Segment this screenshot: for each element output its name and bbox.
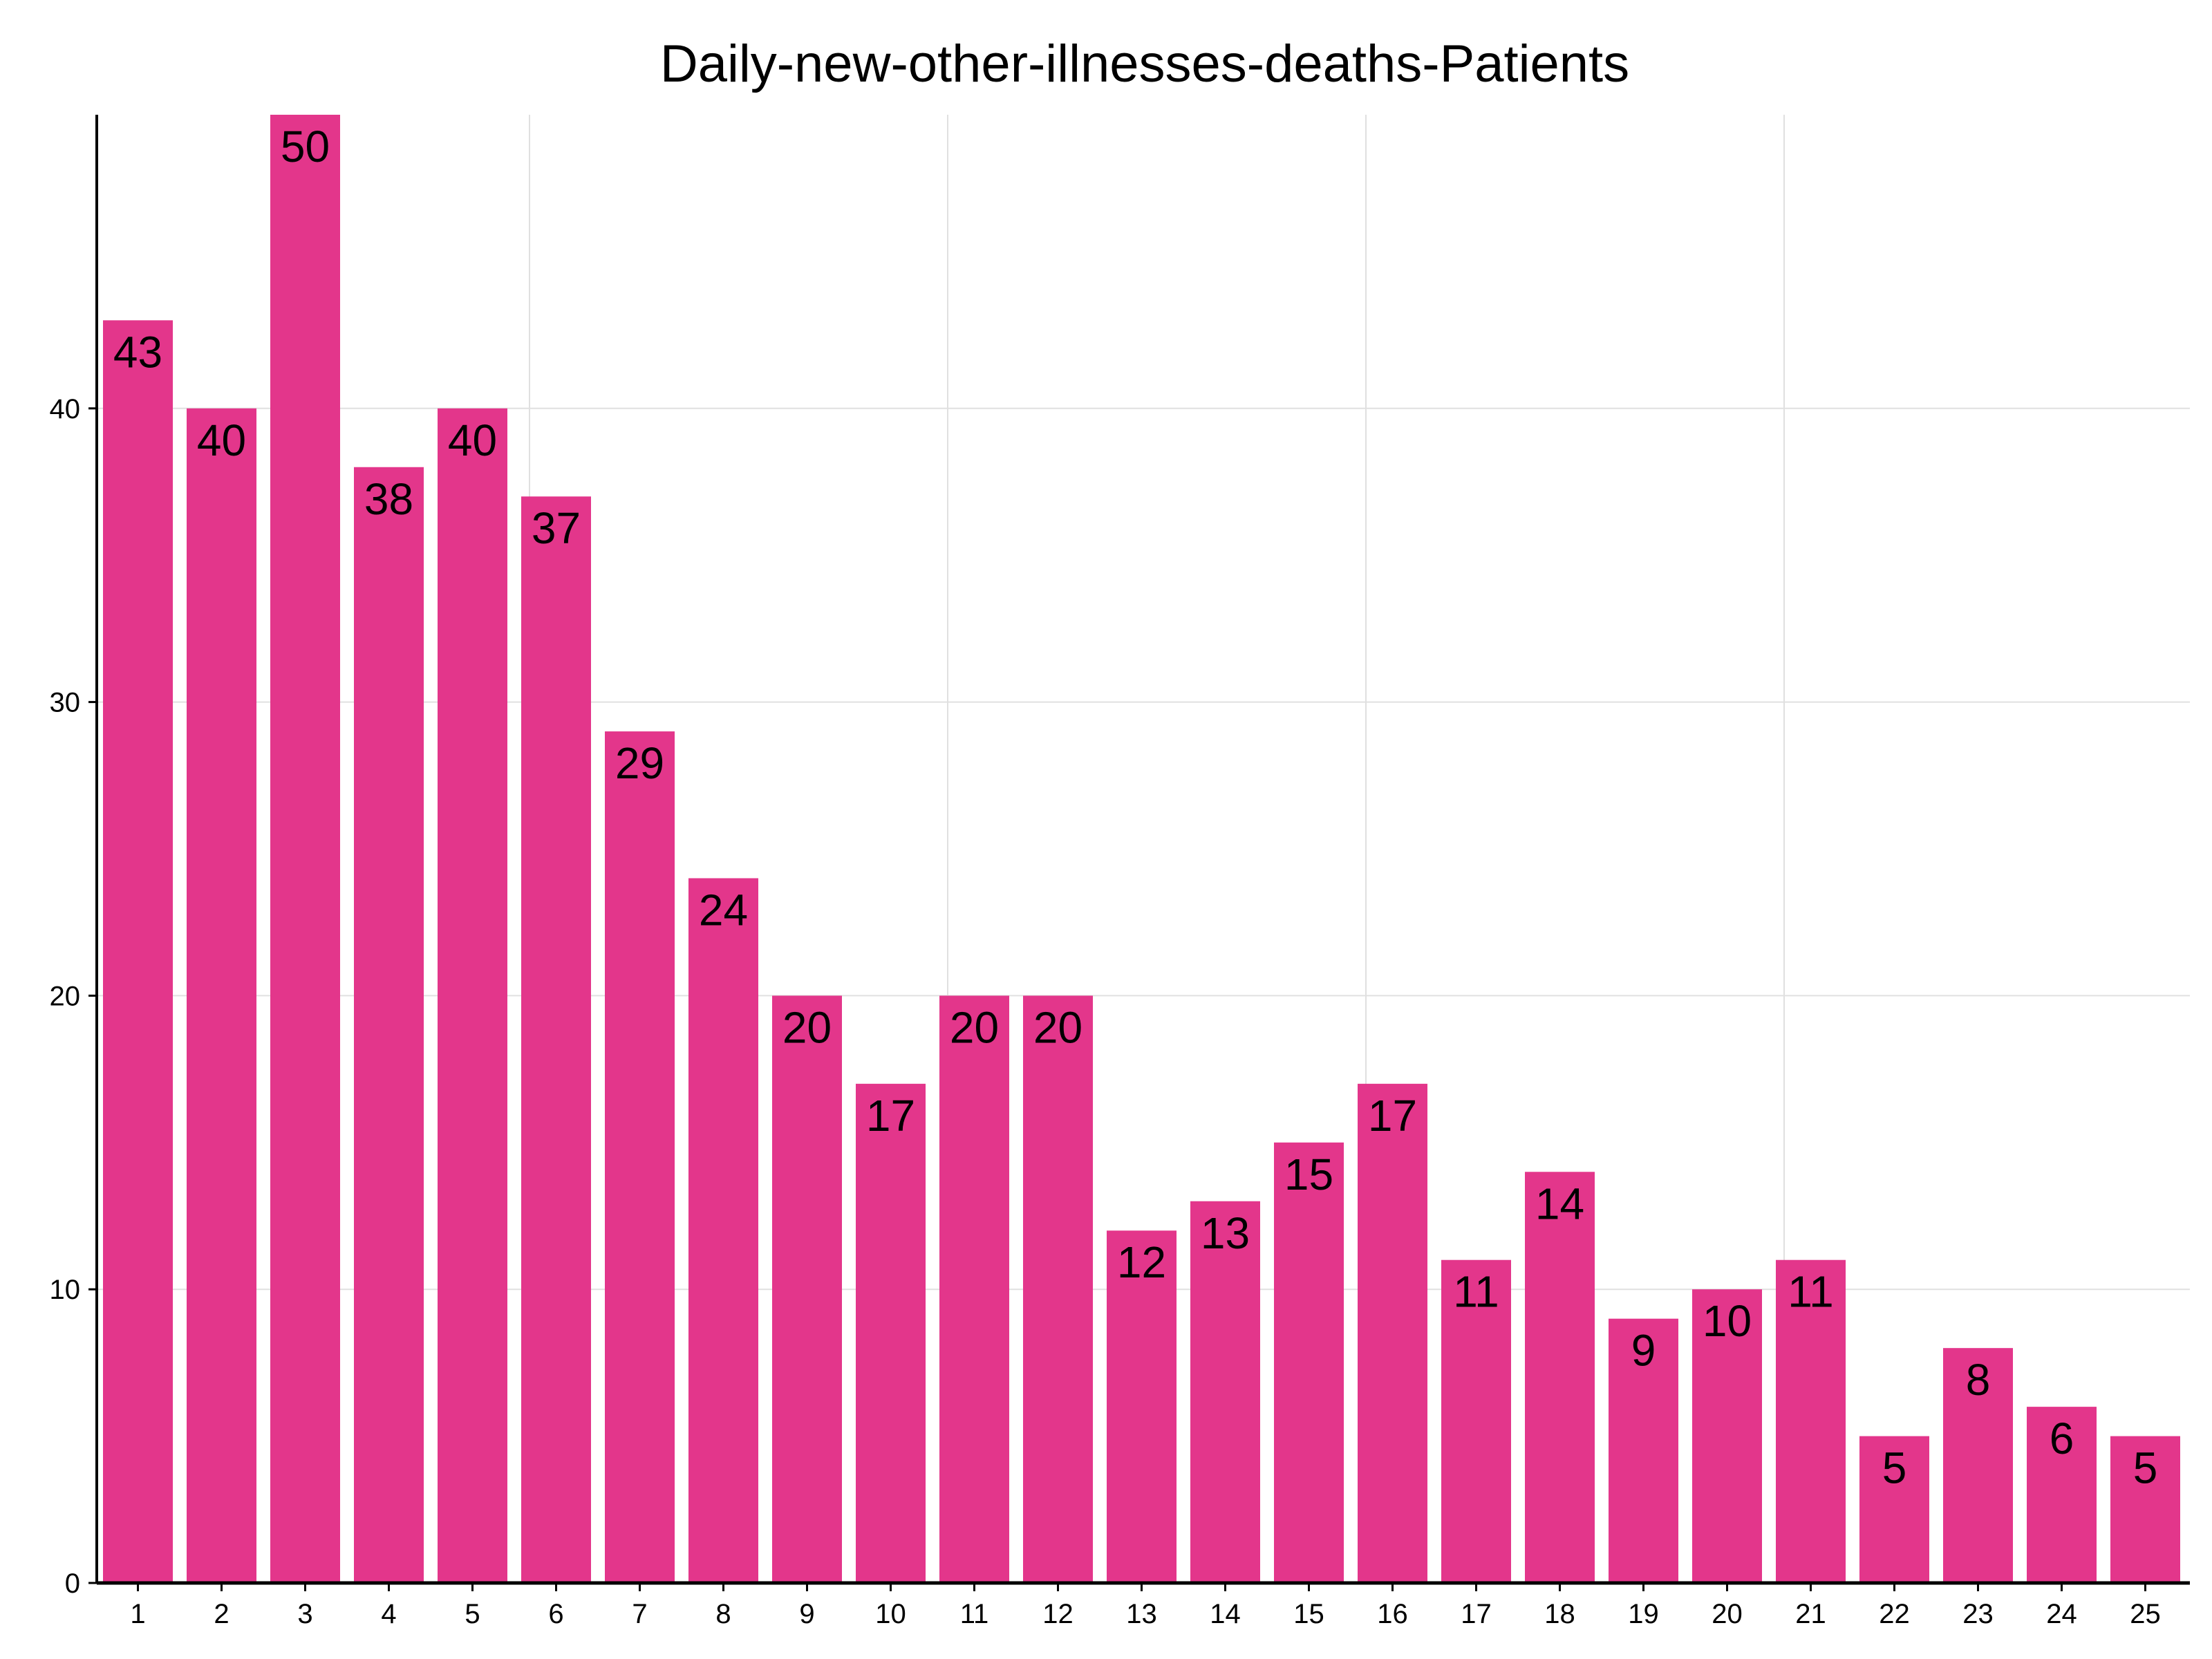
data-label-17: 11 (1453, 1267, 1499, 1317)
x-tick-label-1: 1 (130, 1599, 145, 1629)
bar-15 (1274, 1142, 1344, 1583)
bar-5 (438, 408, 507, 1583)
x-tick-label-24: 24 (2046, 1599, 2077, 1629)
bar-4 (354, 467, 424, 1583)
x-tick-label-13: 13 (1126, 1599, 1157, 1629)
bar-6 (521, 496, 591, 1583)
x-tick-label-14: 14 (1210, 1599, 1241, 1629)
bar-23 (1943, 1348, 2013, 1583)
data-label-3: 50 (281, 122, 330, 171)
x-tick-label-25: 25 (2130, 1599, 2161, 1629)
bar-16 (1358, 1083, 1427, 1583)
bar-17 (1441, 1259, 1511, 1583)
x-tick-label-9: 9 (799, 1599, 814, 1629)
x-tick-label-20: 20 (1712, 1599, 1743, 1629)
data-label-16: 17 (1368, 1091, 1417, 1141)
data-label-23: 8 (1966, 1355, 1991, 1405)
data-label-1: 43 (113, 327, 162, 377)
x-tick-label-10: 10 (875, 1599, 906, 1629)
x-tick-label-8: 8 (715, 1599, 731, 1629)
x-tick-labels: 1 2 3 4 5 6 7 8 9 10 11 12 13 14 15 16 17 18 19 20 21 22 23 24 2… (130, 1599, 2160, 1629)
data-label-6: 37 (532, 503, 581, 553)
data-label-7: 29 (615, 738, 664, 788)
x-tick-label-11: 11 (960, 1599, 989, 1629)
data-label-10: 17 (866, 1091, 915, 1141)
bar-9 (772, 995, 842, 1583)
bar-12 (1023, 995, 1093, 1583)
x-tick-label-23: 23 (1962, 1599, 1994, 1629)
data-label-25: 5 (2133, 1443, 2158, 1493)
bar-19 (1609, 1318, 1678, 1583)
y-tick-label-30: 30 (50, 688, 81, 718)
x-tick-label-21: 21 (1795, 1599, 1826, 1629)
x-tick-label-4: 4 (381, 1599, 396, 1629)
bar-22 (1859, 1436, 1929, 1583)
bar-25 (2110, 1436, 2180, 1583)
data-label-2: 40 (197, 415, 246, 465)
x-tick-label-15: 15 (1293, 1599, 1324, 1629)
y-tick-label-10: 10 (50, 1275, 81, 1305)
bar-20 (1692, 1289, 1762, 1583)
x-tick-label-22: 22 (1879, 1599, 1910, 1629)
bar-21 (1776, 1259, 1846, 1583)
y-tick-label-40: 40 (50, 394, 81, 424)
bar-3 (270, 115, 340, 1583)
x-tick-label-3: 3 (297, 1599, 312, 1629)
data-label-20: 10 (1703, 1296, 1752, 1346)
data-label-4: 38 (364, 474, 413, 524)
x-tick-label-7: 7 (632, 1599, 647, 1629)
data-label-24: 6 (2050, 1414, 2074, 1463)
bar-2 (187, 408, 256, 1583)
x-tick-label-5: 5 (465, 1599, 480, 1629)
chart-title: Daily-new-other-illnesses-deaths-Patient… (660, 35, 1629, 93)
bar-7 (605, 731, 675, 1583)
bars (103, 115, 2180, 1583)
data-label-11: 20 (950, 1002, 999, 1052)
data-label-19: 9 (1631, 1326, 1656, 1376)
bar-24 (2027, 1407, 2097, 1583)
data-label-9: 20 (782, 1002, 832, 1052)
data-label-13: 12 (1117, 1237, 1166, 1287)
axes (88, 115, 2190, 1591)
bar-11 (939, 995, 1009, 1583)
x-tick-label-18: 18 (1544, 1599, 1575, 1629)
data-label-12: 20 (1033, 1002, 1082, 1052)
x-tick-label-12: 12 (1042, 1599, 1074, 1629)
y-tick-label-20: 20 (50, 981, 81, 1011)
x-tick-label-17: 17 (1461, 1599, 1492, 1629)
data-label-21: 11 (1788, 1267, 1833, 1317)
x-tick-label-6: 6 (548, 1599, 563, 1629)
data-label-15: 15 (1284, 1150, 1333, 1199)
bar-14 (1190, 1201, 1260, 1583)
y-tick-label-0: 0 (65, 1568, 80, 1599)
bar-1 (103, 320, 173, 1583)
bar-8 (688, 878, 758, 1583)
data-label-22: 5 (1882, 1443, 1907, 1493)
bar-10 (856, 1083, 926, 1583)
data-labels: 43 40 50 38 40 37 29 24 20 17 20 20 12 13 15 17 11 14 9 10 1… (113, 122, 2157, 1493)
bar-18 (1525, 1172, 1595, 1583)
x-tick-label-2: 2 (214, 1599, 229, 1629)
data-label-5: 40 (448, 415, 497, 465)
x-tick-label-16: 16 (1377, 1599, 1408, 1629)
data-label-8: 24 (699, 885, 748, 935)
data-label-14: 13 (1201, 1208, 1250, 1258)
bar-13 (1107, 1230, 1177, 1583)
y-tick-labels: 0 10 20 30 40 (50, 394, 81, 1599)
x-tick-label-19: 19 (1628, 1599, 1659, 1629)
data-label-18: 14 (1535, 1179, 1584, 1228)
